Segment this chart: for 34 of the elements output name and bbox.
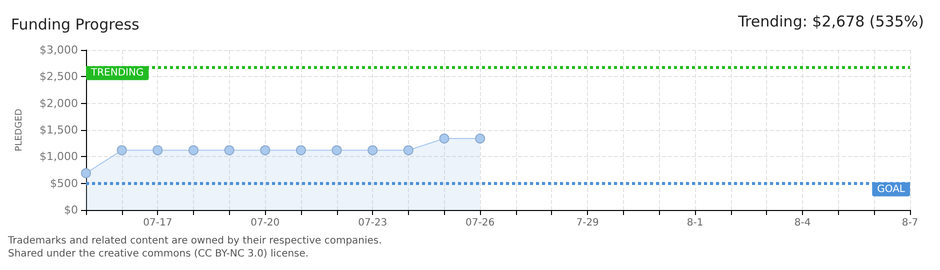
text: Trademarks and related content are owned by their respective companies.: [7, 236, 382, 246]
point: [152, 145, 163, 156]
y-tick-label: $1,500: [40, 124, 78, 136]
point: [296, 145, 306, 156]
x-tick-label: 8-1: [686, 218, 704, 228]
text: Trending: $2,678 (535%): [737, 12, 924, 30]
point: [368, 145, 378, 156]
y-tick-label: $0: [64, 204, 78, 216]
point: [332, 145, 342, 156]
y-tick-label: $3,000: [40, 44, 78, 56]
point: [224, 145, 234, 156]
ref-line-label: TRENDING: [90, 68, 144, 79]
y-axis-title: PLEDGED: [14, 108, 24, 152]
y-tick-label: $2,000: [40, 96, 78, 110]
text: Shared under the creative commons (CC BY-NC 3.0) license.: [8, 248, 309, 260]
x-tick-label: 8-7: [902, 218, 918, 228]
x-tick-label: 07-23: [358, 218, 388, 228]
y-tick-label: $1,000: [40, 150, 78, 164]
x-tick-label: 7-29: [576, 218, 599, 228]
point: [81, 168, 91, 178]
point: [439, 134, 450, 144]
point: [188, 145, 198, 156]
y-tick-label: $500: [50, 176, 78, 190]
point: [260, 145, 270, 156]
x-tick-label: 07-26: [466, 218, 495, 228]
point: [116, 145, 127, 156]
x-tick-label: 8-4: [794, 218, 811, 228]
chart-title: Funding Progress: [11, 16, 140, 34]
x-tick-label: 07-17: [143, 218, 172, 228]
point: [403, 145, 414, 156]
ref-line-label: GOAL: [877, 184, 906, 195]
x-tick-label: 07-20: [250, 218, 280, 228]
point: [475, 134, 486, 144]
y-tick-label: $2,500: [40, 70, 78, 84]
